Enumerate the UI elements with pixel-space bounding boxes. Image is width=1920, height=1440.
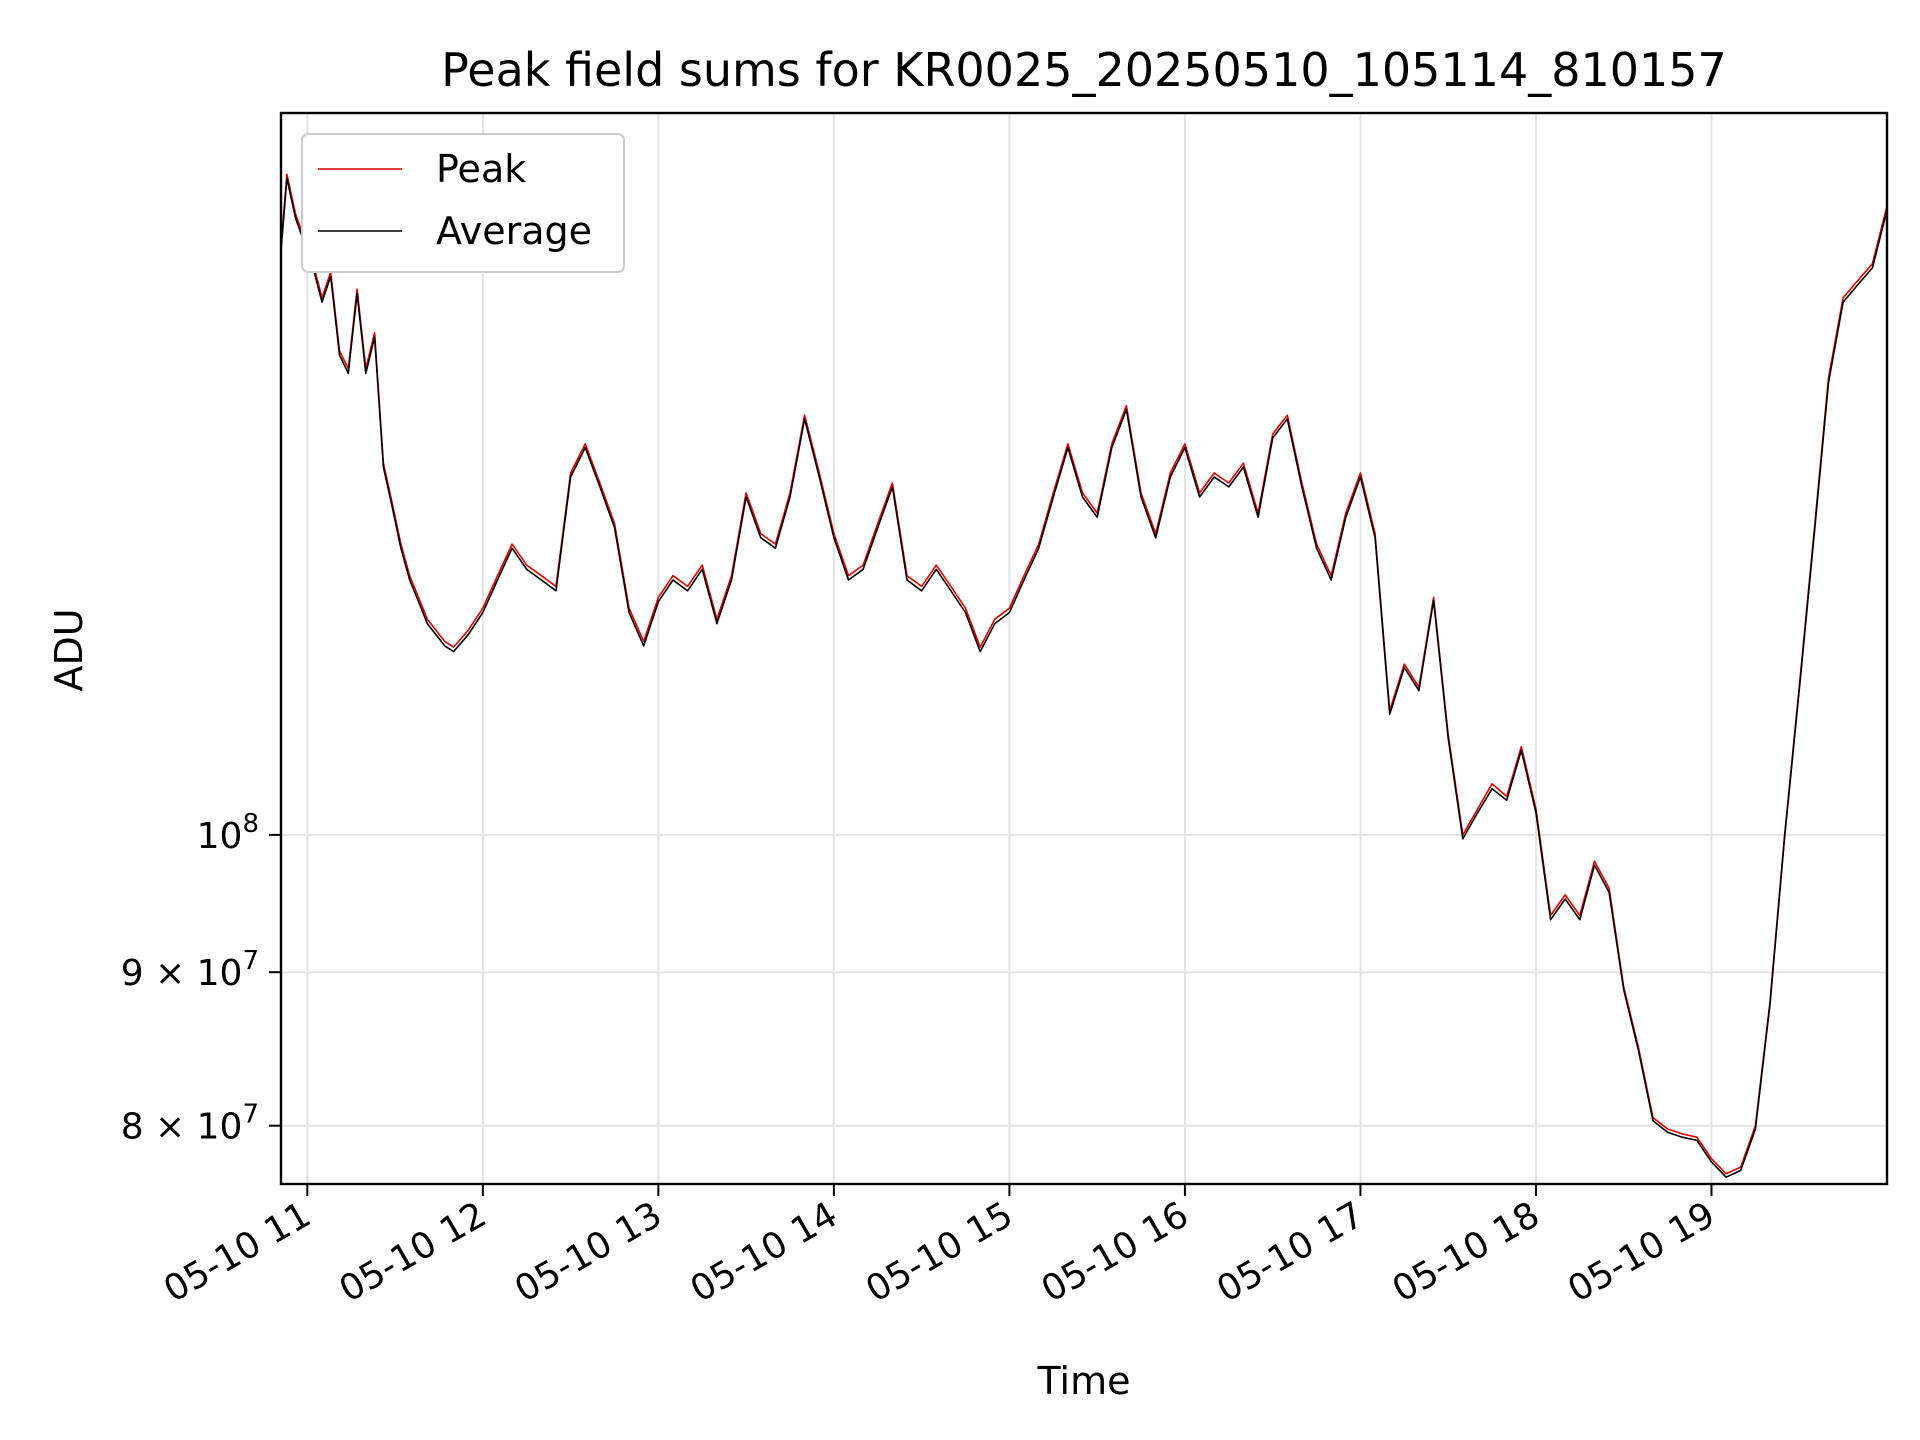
grid-lines [281, 113, 1887, 1184]
series-line-peak [280, 173, 1888, 1175]
plot-frame [279, 111, 1889, 1186]
chart-title: Peak field sums for KR0025_20250510_1051… [441, 43, 1727, 97]
legend-label-peak: Peak [436, 147, 526, 191]
series-line-average [280, 177, 1888, 1178]
y-tick-label: 108 [197, 809, 259, 857]
series-layer [280, 173, 1888, 1178]
legend-label-average: Average [436, 209, 592, 253]
y-tick-label: 8 × 107 [121, 1100, 259, 1148]
y-axis: 8 × 107 9 × 107 108 [121, 809, 281, 1148]
y-tick-label: 9 × 107 [121, 946, 259, 994]
y-axis-label: ADU [47, 608, 91, 691]
x-axis-label: Time [1037, 1359, 1131, 1403]
legend: Peak Average [301, 133, 625, 273]
